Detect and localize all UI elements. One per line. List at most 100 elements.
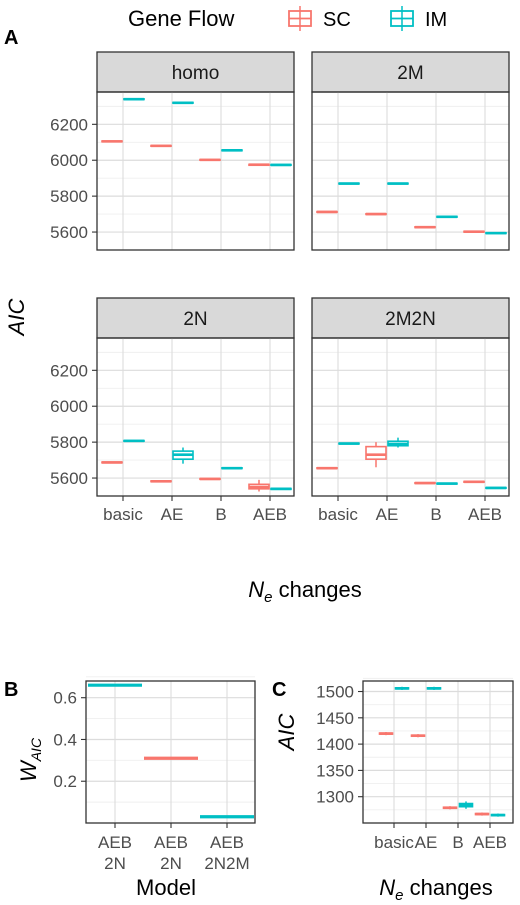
panel-c-ylabel: AIC [274,714,299,753]
legend-key-im [390,6,414,31]
panel-letter-c: C [272,679,286,701]
panel-b-ylabel: WAIC [16,737,44,782]
box-sc [463,480,485,484]
box-sc [474,812,490,816]
y-tick-label: 1400 [316,735,354,754]
box-im [485,231,507,235]
box-im [394,686,410,690]
facet-frame [311,91,510,251]
panel-c-xlabel-main: N [379,875,395,900]
box-sc [248,479,270,492]
panel-a-ylabel: AIC [4,299,29,338]
panel-frame [362,680,514,824]
facet-label-2m2n: 2M2N [385,309,436,330]
facet-label-homo: homo [172,63,220,84]
y-tick-label: 1450 [316,709,354,728]
y-tick-label: 5800 [50,187,88,206]
box-im [123,97,145,101]
box-im [338,442,360,445]
panel-letter-b: B [4,679,18,701]
box-sc [463,230,485,233]
facet-strip [311,51,510,93]
legend-label-im: IM [425,9,447,31]
box-sc [378,732,394,736]
y-tick-label: 0.6 [53,689,77,708]
box-im [436,215,458,219]
panel-b-xlabel: Model [136,875,196,900]
facet-strip [96,51,295,93]
box-im [270,163,292,167]
x-tick-label: AE [415,833,438,852]
box-sc [248,163,270,167]
panel-a-xlabel-sub: e [264,589,272,606]
box-sc [150,479,172,483]
x-tick-label: B [215,505,226,524]
box-im [123,439,145,443]
x-tick-label: basic [374,833,414,852]
y-tick-label: 5800 [50,433,88,452]
x-tick-label: basic [103,505,143,524]
box-im [387,182,409,185]
box-im [387,437,409,448]
box-sc [365,442,387,468]
box-im [426,686,442,690]
x-tick-label: 2N [160,854,182,873]
legend-label-sc: SC [323,9,351,31]
y-tick-label: 6000 [50,151,88,170]
facet-label-2m: 2M [397,63,423,84]
box-sc [365,212,387,216]
box-sc [199,158,221,162]
box-im [338,182,360,185]
box-im [458,801,474,809]
box-im [436,482,458,485]
box-im [485,486,507,490]
facet-strip [96,297,295,339]
panel-a-xlabel: Ne changes [248,577,362,606]
box-sc-body [365,445,387,460]
y-tick-label: 0.4 [53,730,77,749]
box-im [172,101,194,105]
x-tick-label: basic [318,505,358,524]
x-tick-label: B [430,505,441,524]
y-tick-label: 1500 [316,683,354,702]
panel-b-ylabel-sub: AIC [28,737,44,762]
box-sc [101,140,123,143]
x-tick-label: AEB [210,833,244,852]
panel-c-xlabel-sub: e [395,887,403,904]
panel-a-xlabel-main: N [248,577,264,602]
x-tick-label: 2N [104,854,126,873]
facet-strip [311,297,510,339]
panel-letter-a: A [4,27,18,49]
box-im [270,487,292,491]
box-sc [414,225,436,229]
y-tick-label: 1300 [316,788,354,807]
box-im [172,447,194,464]
panel-b-ylabel-main: W [16,759,41,782]
box-sc [150,144,172,148]
x-tick-label: AE [161,505,184,524]
x-tick-label: AEB [154,833,188,852]
legend-title: Gene Flow [128,6,234,31]
facet-frame [96,91,295,251]
box-sc [101,461,123,464]
box-im [490,813,506,817]
facet-frame [311,337,510,497]
x-tick-label: AEB [253,505,287,524]
legend: Gene Flow SC IM [128,6,447,31]
x-tick-label: AE [376,505,399,524]
panel-c-xlabel-rest: changes [403,875,492,900]
y-tick-label: 1350 [316,761,354,780]
box-sc [199,477,221,481]
panel-a-xlabel-rest: changes [272,577,361,602]
y-tick-label: 6200 [50,361,88,380]
box-sc [414,481,436,485]
x-tick-label: AEB [98,833,132,852]
y-tick-label: 5600 [50,469,88,488]
x-tick-label: AEB [468,505,502,524]
facet-frame [96,337,295,497]
x-tick-label: 2N2M [204,854,249,873]
box-sc [316,466,338,470]
y-tick-label: 6200 [50,115,88,134]
box-im [221,149,243,152]
